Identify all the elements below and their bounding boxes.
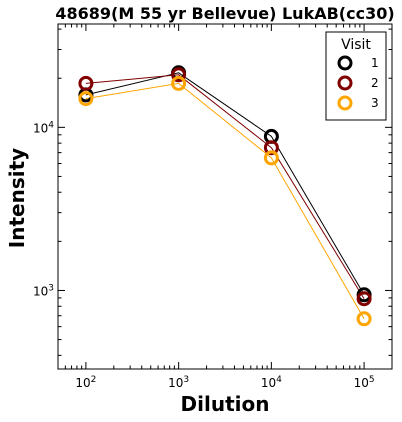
plot-area — [78, 65, 372, 327]
series-line-3 — [85, 82, 365, 320]
legend-marker-3 — [337, 95, 353, 111]
x-tick-label: 102 — [75, 375, 96, 390]
legend-marker-2 — [337, 75, 353, 91]
data-point-2-2 — [171, 67, 187, 83]
data-point-3-3 — [263, 150, 279, 166]
legend: Visit 1 2 3 — [325, 31, 387, 121]
legend-label-3: 3 — [371, 96, 379, 110]
x-axis-label: Dilution — [181, 392, 270, 416]
chart-title: 48689(M 55 yr Bellevue) LukAB(cc30) — [55, 4, 394, 23]
series-line-1 — [85, 72, 365, 296]
axis-ticks: 102 103 104 105 103 104 — [33, 24, 392, 390]
y-axis-label: Intensity — [5, 148, 29, 248]
plot-frame — [57, 23, 393, 370]
data-point-2-4 — [356, 291, 372, 307]
legend-title: Visit — [341, 37, 371, 53]
x-tick-label: 104 — [261, 375, 282, 390]
y-tick-label: 104 — [33, 120, 54, 135]
data-point-3-4 — [356, 311, 372, 327]
legend-label-2: 2 — [371, 76, 379, 90]
data-point-3-1 — [78, 91, 94, 107]
legend-label-1: 1 — [371, 56, 379, 70]
legend-items: 1 2 3 — [337, 55, 379, 111]
x-tick-label: 105 — [354, 375, 375, 390]
data-point-2-1 — [78, 75, 94, 91]
legend-marker-1 — [337, 55, 353, 71]
legend-box — [325, 31, 387, 121]
data-point-3-2 — [171, 75, 187, 91]
x-tick-label: 103 — [168, 375, 189, 390]
y-tick-label: 103 — [33, 283, 54, 298]
series-line-2 — [85, 74, 365, 299]
data-point-2-3 — [263, 140, 279, 156]
